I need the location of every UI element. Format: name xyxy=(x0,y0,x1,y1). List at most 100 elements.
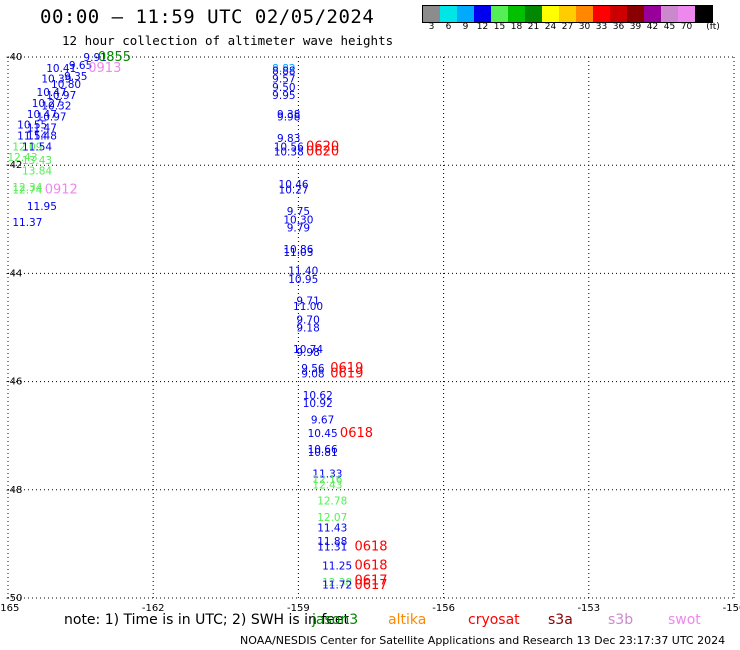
legend-swatch xyxy=(695,6,712,22)
legend-swatch xyxy=(508,6,525,22)
legend-value-label: 70 xyxy=(680,22,693,32)
pass-time-label: 0617 xyxy=(354,574,387,589)
x-tick-label: -159 xyxy=(287,603,310,614)
wave-height-value: 11.40 xyxy=(288,266,318,278)
wave-height-value: 9.18 xyxy=(296,323,319,335)
wave-height-value: 10.38 xyxy=(274,147,304,159)
legend-value-label: 9 xyxy=(462,22,469,32)
wave-height-value: 9.35 xyxy=(64,71,87,83)
wave-height-value: 12.43 xyxy=(312,479,342,491)
wave-height-value: 10.39 xyxy=(41,74,71,86)
pass-time-label: 0855 xyxy=(98,50,131,65)
wave-height-value: 12.16 xyxy=(312,474,342,486)
wave-height-value: 10.41 xyxy=(46,63,76,75)
wave-height-value: 11.25 xyxy=(322,561,352,573)
wave-height-value: 12.38 xyxy=(322,577,352,589)
chart-subtitle: 12 hour collection of altimeter wave hei… xyxy=(62,33,394,48)
wave-height-value: 9.83 xyxy=(277,133,300,145)
wave-height-value: 8.88 xyxy=(272,66,295,78)
legend-swatch xyxy=(440,6,457,22)
wave-height-value: 12.34 xyxy=(12,182,42,194)
legend-swatch xyxy=(525,6,542,22)
legend-value-label: 24 xyxy=(544,22,557,32)
wave-height-value: 11.43 xyxy=(317,523,347,535)
legend-value-label: 36 xyxy=(612,22,625,32)
wave-height-value: 9.70 xyxy=(296,314,319,326)
wave-height-value: 11.54 xyxy=(17,130,47,142)
y-tick-label: -50 xyxy=(6,593,22,604)
legend-value-label: 39 xyxy=(629,22,642,32)
wave-height-value: 11.33 xyxy=(312,469,342,481)
wave-height-value: 12.78 xyxy=(317,496,347,508)
legend-value-label: 6 xyxy=(445,22,452,32)
legend-swatch xyxy=(491,6,508,22)
pass-time-label: 0617 xyxy=(354,578,387,593)
wave-height-value: 10.56 xyxy=(274,141,304,153)
wave-height-value: 10.66 xyxy=(308,444,338,456)
wave-height-value: 11.54 xyxy=(22,141,52,153)
footer-credit: NOAA/NESDIS Center for Satellite Applica… xyxy=(240,634,726,647)
tick-layer: -165 -162 -159 -156 -153 -150 -40 -42 -44 -46 -48 -… xyxy=(0,52,740,614)
wave-height-value: 9.65 xyxy=(69,60,92,72)
wave-height-value: 12.09 xyxy=(12,141,42,153)
x-tick-label: -165 xyxy=(0,603,19,614)
y-tick-label: -48 xyxy=(6,485,22,496)
legend-swatch xyxy=(610,6,627,22)
legend-value-label: 3 xyxy=(428,22,435,32)
wave-height-value: 11.37 xyxy=(12,217,42,229)
pass-time-label: 0620 xyxy=(306,139,339,154)
y-tick-label: -40 xyxy=(6,52,22,63)
satellite-legend-s3a: s3a xyxy=(548,612,573,628)
satellite-legend-s3b: s3b xyxy=(608,612,634,628)
legend-unit-label: (ft) xyxy=(706,22,720,32)
legend-swatch xyxy=(627,6,644,22)
y-tick-label: -46 xyxy=(6,377,22,388)
wave-height-value: 10.80 xyxy=(51,79,81,91)
wave-height-value: 10.95 xyxy=(288,274,318,286)
wave-height-value: 11.00 xyxy=(293,301,323,313)
wave-height-value: 8.82 xyxy=(272,63,295,75)
legend-swatch xyxy=(542,6,559,22)
wave-height-value: 9.95 xyxy=(272,90,295,102)
x-tick-label: -156 xyxy=(432,603,455,614)
wave-height-value: 12.74 xyxy=(12,185,42,197)
wave-height-value: 9.38 xyxy=(277,109,300,121)
y-tick-label: -42 xyxy=(6,160,22,171)
wave-height-value: 9.91 xyxy=(83,52,106,64)
pass-time-label: 0619 xyxy=(330,361,363,376)
legend-swatch xyxy=(661,6,678,22)
wave-height-value: 9.71 xyxy=(296,295,319,307)
wave-height-value: 12.07 xyxy=(317,512,347,524)
wave-height-value: 10.27 xyxy=(279,185,309,197)
wave-height-value: 13.43 xyxy=(22,155,52,167)
wave-height-value: 10.46 xyxy=(279,179,309,191)
y-tick-label: -44 xyxy=(6,268,22,279)
legend-swatch xyxy=(576,6,593,22)
wave-height-value: 11.95 xyxy=(27,201,57,213)
grid-layer xyxy=(7,56,735,599)
wave-height-value: 9.50 xyxy=(272,82,295,94)
legend-value-label: 12 xyxy=(476,22,489,32)
pass-time-label: 0913 xyxy=(88,61,121,76)
color-legend-bar xyxy=(422,5,713,23)
wave-height-value: 10.32 xyxy=(41,101,71,113)
wave-height-value: 10.47 xyxy=(37,87,67,99)
pass-time-label: 0618 xyxy=(354,559,387,574)
legend-swatch xyxy=(644,6,661,22)
wave-height-value: 11.48 xyxy=(27,130,57,142)
satellite-legend-altika: altika xyxy=(388,612,427,628)
wave-height-value: 9.67 xyxy=(311,414,334,426)
wave-height-value: 11.31 xyxy=(317,542,347,554)
wave-height-value: 10.97 xyxy=(46,90,76,102)
x-tick-label: -150 xyxy=(723,603,740,614)
wave-height-value: 9.98 xyxy=(296,347,319,359)
wave-height-value: 9.98 xyxy=(277,112,300,124)
wave-height-value: 10.27 xyxy=(32,98,62,110)
pass-time-label: 0620 xyxy=(306,145,339,160)
wave-height-value: 11.72 xyxy=(322,579,352,591)
pass-time-label: 0912 xyxy=(45,183,78,198)
legend-swatch xyxy=(457,6,474,22)
legend-value-label: 18 xyxy=(510,22,523,32)
